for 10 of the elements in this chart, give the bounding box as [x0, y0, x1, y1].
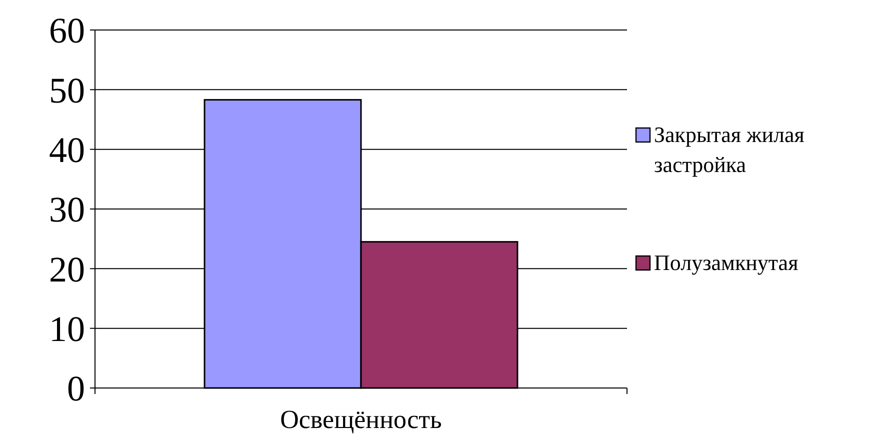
y-tick-label: 0	[67, 368, 85, 409]
legend-label: Закрытая жилая застройка	[654, 122, 804, 177]
y-tick-label: 40	[49, 130, 85, 170]
y-tick-label: 60	[49, 10, 85, 51]
y-tick-label: 50	[49, 70, 85, 110]
x-tick-label: Освещённость	[280, 405, 442, 434]
y-tick-label: 20	[49, 249, 85, 290]
y-tick-label: 10	[49, 308, 85, 349]
y-tick-label: 30	[49, 190, 85, 230]
legend-label: Полузамкнутая	[654, 250, 798, 275]
